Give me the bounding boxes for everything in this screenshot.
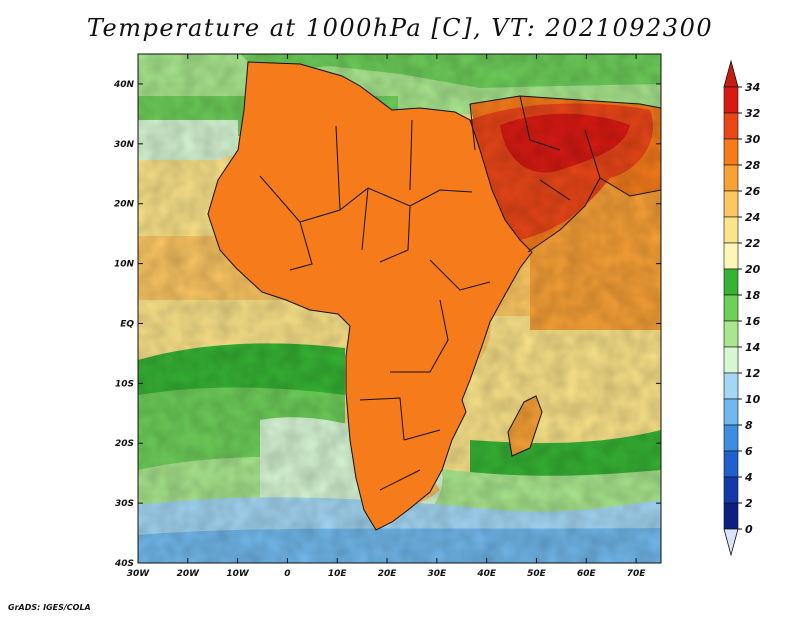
chart-title: Temperature at 1000hPa [C], VT: 20210923… xyxy=(86,14,714,42)
lon-label: 10W xyxy=(226,569,250,579)
colorbar-swatch xyxy=(723,502,739,530)
lon-label: 10E xyxy=(328,569,348,579)
colorbar-label: 8 xyxy=(745,419,753,432)
colorbar-swatch xyxy=(723,138,739,166)
colorbar-swatch xyxy=(723,424,739,452)
colorbar-label: 16 xyxy=(745,315,761,328)
colorbar-swatch xyxy=(723,164,739,192)
lat-label: 30N xyxy=(114,140,135,150)
colorbar-label: 20 xyxy=(745,263,761,276)
lat-label: 40S xyxy=(114,559,134,569)
colorbar-label: 28 xyxy=(745,159,761,172)
colorbar-swatch xyxy=(723,86,739,114)
colorbar-label: 10 xyxy=(745,393,761,406)
colorbar-swatch xyxy=(723,190,739,218)
colorbar-label: 26 xyxy=(745,185,761,198)
colorbar-label: 24 xyxy=(745,211,760,224)
lat-label: 10S xyxy=(115,379,134,389)
colorbar-label: 4 xyxy=(744,471,753,484)
colorbar-swatch xyxy=(723,320,739,348)
colorbar-label: 22 xyxy=(745,237,761,250)
map-frame xyxy=(137,53,662,564)
lon-label: 0 xyxy=(284,569,290,579)
colorbar-label: 18 xyxy=(745,289,761,302)
colorbar-label: 14 xyxy=(745,341,760,354)
lon-label: 30W xyxy=(127,569,151,579)
colorbar-swatch xyxy=(723,294,739,322)
colorbar-swatch xyxy=(723,372,739,400)
colorbar-swatch xyxy=(723,450,739,478)
colorbar-label: 30 xyxy=(745,133,761,146)
lon-label: 40E xyxy=(476,569,497,579)
colorbar-over-triangle xyxy=(723,59,739,88)
lon-label: 30E xyxy=(428,569,448,579)
colorbar-swatch xyxy=(723,268,739,296)
colorbar-label: 0 xyxy=(745,523,753,536)
colorbar-label: 6 xyxy=(745,445,753,458)
lon-label: 20W xyxy=(177,569,201,579)
lon-label: 20E xyxy=(378,569,398,579)
lat-label: 40N xyxy=(113,80,135,90)
colorbar-label: 32 xyxy=(745,107,761,120)
colorbar-swatch xyxy=(723,242,739,270)
colorbar-under-triangle xyxy=(723,528,739,557)
colorbar-swatch xyxy=(723,112,739,140)
lat-label: 20N xyxy=(114,200,135,210)
lon-label: 70E xyxy=(627,569,647,579)
latitude-axis: 40N 30N 20N 10N EQ 10S 20S 30S 40S xyxy=(113,80,661,569)
lat-label: EQ xyxy=(120,319,134,329)
lon-label: 60E xyxy=(577,569,597,579)
temperature-field xyxy=(138,54,661,563)
borders xyxy=(207,61,661,531)
colorbar-swatch xyxy=(723,216,739,244)
colorbar-swatch xyxy=(723,398,739,426)
lat-label: 20S xyxy=(115,439,134,449)
lon-label: 50E xyxy=(527,569,547,579)
colorbar-swatch xyxy=(723,476,739,504)
longitude-axis: 30W 20W 10W 0 10E 20E 30E 40E 50E 60E 70E xyxy=(127,54,647,579)
colorbar-swatch xyxy=(723,346,739,374)
grads-credit: GrADS: IGES/COLA xyxy=(8,603,91,612)
lat-label: 30S xyxy=(115,499,134,509)
colorbar-label: 2 xyxy=(745,497,753,510)
colorbar-label: 34 xyxy=(745,81,760,94)
lat-label: 10N xyxy=(114,260,135,270)
colorbar-label: 12 xyxy=(745,367,761,380)
